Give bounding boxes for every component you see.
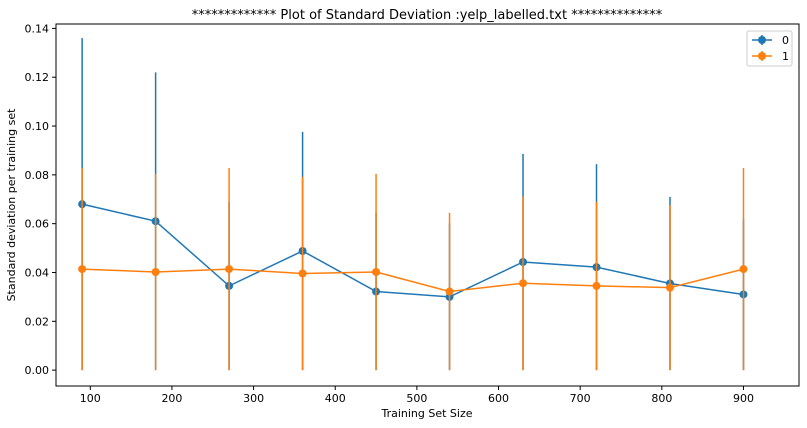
x-tick-label: 300 xyxy=(243,392,264,405)
y-axis: 0.00 0.02 0.04 0.06 0.08 0.10 0.12 0.14 xyxy=(25,22,56,377)
legend-marker xyxy=(758,36,766,44)
data-point xyxy=(445,287,454,296)
series-line xyxy=(81,203,744,298)
x-tick-label: 800 xyxy=(651,392,672,405)
y-tick-label: 0.10 xyxy=(25,120,50,133)
legend-label: 1 xyxy=(782,50,789,63)
data-point xyxy=(151,268,160,277)
x-tick-label: 900 xyxy=(733,392,754,405)
y-axis-label: Standard deviation per training set xyxy=(5,108,18,302)
data-point xyxy=(592,281,601,290)
x-tick-label: 400 xyxy=(325,392,346,405)
y-tick-label: 0.06 xyxy=(25,218,50,231)
y-tick-label: 0.08 xyxy=(25,169,50,182)
legend-label: 0 xyxy=(782,34,789,47)
legend-marker xyxy=(758,52,766,60)
y-tick-label: 0.14 xyxy=(25,22,50,35)
series-line xyxy=(82,268,744,293)
data-point xyxy=(519,279,528,288)
x-axis-label: Training Set Size xyxy=(380,407,472,420)
chart-title: ************* Plot of Standard Deviation… xyxy=(192,8,663,23)
data-point xyxy=(372,268,381,277)
legend: 01 xyxy=(746,30,793,67)
x-tick-label: 700 xyxy=(570,392,591,405)
x-axis: 100 200 300 400 500 600 700 800 900 xyxy=(80,386,754,405)
data-point xyxy=(298,269,307,278)
x-tick-label: 200 xyxy=(161,392,182,405)
series-layer xyxy=(78,38,748,371)
data-point xyxy=(78,265,87,274)
x-tick-label: 100 xyxy=(80,392,101,405)
y-tick-label: 0.00 xyxy=(25,364,50,377)
data-point xyxy=(665,283,674,292)
data-point xyxy=(739,265,748,274)
series-1 xyxy=(78,168,748,371)
plot-frame xyxy=(55,23,800,387)
y-tick-label: 0.12 xyxy=(25,71,50,84)
x-tick-label: 500 xyxy=(406,392,427,405)
data-point xyxy=(225,265,234,274)
y-tick-label: 0.04 xyxy=(25,266,50,279)
x-tick-label: 600 xyxy=(488,392,509,405)
y-tick-label: 0.02 xyxy=(25,315,50,328)
